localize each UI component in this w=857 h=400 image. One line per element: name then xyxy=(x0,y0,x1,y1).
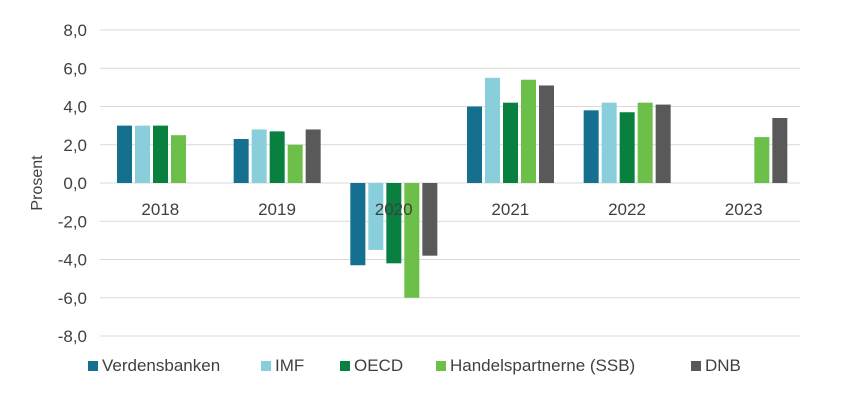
legend-label: Verdensbanken xyxy=(102,356,220,375)
x-category-label: 2023 xyxy=(725,200,763,219)
legend-swatch xyxy=(261,361,271,371)
bar xyxy=(350,183,366,266)
legend: Verdensbanken IMF OECD Handelspartnerne (SS… xyxy=(88,356,741,375)
x-category-label: 2021 xyxy=(491,200,529,219)
bar xyxy=(135,125,150,183)
bar xyxy=(521,79,536,183)
bar xyxy=(368,183,384,250)
y-tick-label: 2,0 xyxy=(63,136,87,155)
legend-label: OECD xyxy=(354,356,403,375)
bar xyxy=(287,144,303,183)
bar xyxy=(655,104,671,183)
bar xyxy=(171,135,186,183)
bar xyxy=(233,139,249,183)
y-tick-label: -8,0 xyxy=(58,327,87,346)
bar xyxy=(539,85,554,183)
y-tick-label: 8,0 xyxy=(63,21,87,40)
bar xyxy=(601,102,617,183)
legend-swatch xyxy=(436,361,446,371)
bar xyxy=(583,110,599,183)
y-tick-label: -6,0 xyxy=(58,289,87,308)
bar xyxy=(305,129,321,183)
y-tick-label: -2,0 xyxy=(58,212,87,231)
bar xyxy=(153,125,168,183)
bar xyxy=(772,117,788,183)
bar xyxy=(386,183,402,264)
bar xyxy=(485,77,500,183)
legend-label: Handelspartnerne (SSB) xyxy=(450,356,635,375)
legend-label: IMF xyxy=(275,356,304,375)
legend-swatch xyxy=(691,361,701,371)
bar xyxy=(422,183,438,256)
y-axis-ticks: 8,0 6,0 4,0 2,0 0,0 -2,0 -4,0 -6,0 -8,0 xyxy=(58,21,87,346)
bar xyxy=(503,102,518,183)
bar xyxy=(467,106,482,183)
bars xyxy=(117,77,788,298)
legend-label: DNB xyxy=(705,356,741,375)
bar xyxy=(269,131,285,183)
bar xyxy=(619,112,635,183)
bar xyxy=(251,129,267,183)
x-category-label: 2018 xyxy=(141,200,179,219)
bar xyxy=(404,183,420,298)
x-category-label: 2022 xyxy=(608,200,646,219)
y-tick-label: -4,0 xyxy=(58,251,87,270)
y-tick-label: 6,0 xyxy=(63,59,87,78)
bar xyxy=(117,125,132,183)
bar xyxy=(637,102,653,183)
category-labels: 2018 2019 2020 2021 2022 2023 xyxy=(141,200,762,219)
legend-swatch xyxy=(340,361,350,371)
y-tick-label: 4,0 xyxy=(63,98,87,117)
legend-swatch xyxy=(88,361,98,371)
gridlines xyxy=(100,29,800,337)
y-axis-label: Prosent xyxy=(29,155,46,211)
x-category-label: 2020 xyxy=(375,200,413,219)
bar xyxy=(754,137,770,183)
x-category-label: 2019 xyxy=(258,200,296,219)
y-tick-label: 0,0 xyxy=(63,174,87,193)
